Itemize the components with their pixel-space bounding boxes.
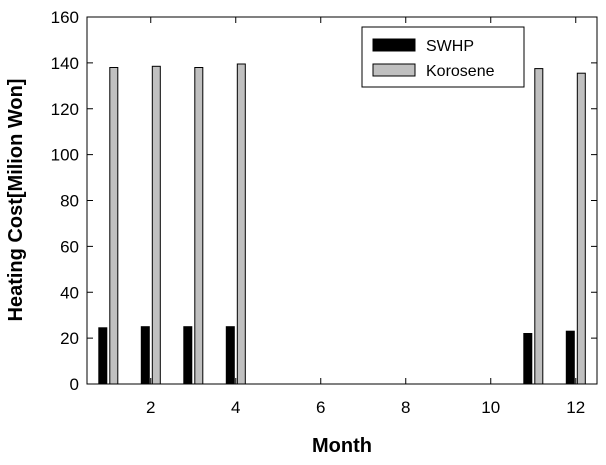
bars-layer: [98, 63, 586, 385]
y-tick-label: 40: [60, 283, 79, 302]
bar-korosene-month-11: [534, 68, 544, 385]
x-axis-ticks: 2 4 6 8 10 12: [146, 17, 585, 417]
y-axis-title: Heating Cost[Milion Won]: [5, 79, 27, 322]
legend-swatch-swhp: [372, 38, 416, 52]
x-axis-title: Month: [312, 435, 372, 457]
legend-label-korosene: Korosene: [426, 63, 495, 80]
y-tick-label: 60: [60, 237, 79, 256]
bar-korosene-month-3: [194, 67, 204, 385]
y-tick-label: 100: [51, 146, 79, 165]
x-tick-label: 6: [316, 398, 325, 417]
y-tick-label: 120: [51, 100, 79, 119]
y-tick-label: 0: [70, 375, 79, 394]
bar-korosene-month-2: [151, 65, 161, 385]
bar-korosene-month-4: [236, 63, 246, 385]
y-axis-ticks: 0 20 40 60 80 100 120 140 160: [51, 8, 597, 394]
x-tick-label: 2: [146, 398, 155, 417]
legend-label-swhp: SWHP: [426, 38, 474, 55]
bar-swhp-month-1: [98, 327, 108, 385]
bar-korosene-month-1: [109, 67, 119, 385]
x-tick-label: 8: [401, 398, 410, 417]
bar-swhp-month-11: [523, 333, 533, 385]
x-tick-label: 4: [231, 398, 240, 417]
bar-korosene-month-12: [576, 72, 586, 385]
y-tick-label: 160: [51, 8, 79, 27]
bar-swhp-month-12: [565, 330, 575, 385]
y-tick-label: 20: [60, 329, 79, 348]
bar-swhp-month-2: [140, 326, 150, 385]
legend-box: [361, 26, 525, 88]
legend-swatch-korosene: [372, 63, 416, 77]
legend: SWHP Korosene: [361, 26, 525, 88]
x-tick-label: 10: [481, 398, 500, 417]
bar-swhp-month-3: [183, 326, 193, 385]
y-tick-label: 140: [51, 54, 79, 73]
x-tick-label: 12: [566, 398, 585, 417]
y-tick-label: 80: [60, 192, 79, 211]
bar-swhp-month-4: [225, 326, 235, 385]
